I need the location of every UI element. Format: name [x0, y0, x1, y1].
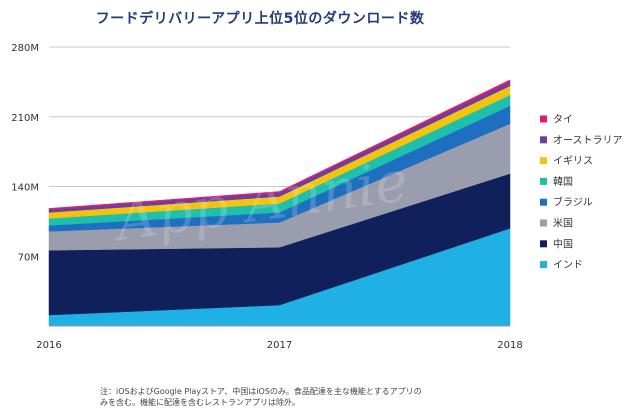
legend-swatch [540, 136, 547, 144]
legend-label: ブラジル [553, 196, 593, 209]
legend-label: 韓国 [553, 176, 573, 188]
legend-label: 米国 [553, 217, 573, 230]
area-series-7 [48, 79, 511, 210]
legend-label: イギリス [553, 155, 593, 167]
legend-swatch [540, 157, 547, 165]
x-tick-label: 2016 [36, 340, 61, 351]
x-tick-label: 2017 [267, 340, 292, 351]
legend-swatch [540, 219, 547, 227]
y-tick-label: 140M [11, 183, 39, 194]
chart-title: フードデリバリーアプリ上位5位のダウンロード数 [95, 11, 425, 27]
footnote: 注：iOSおよびGoogle Playストア、中国はiOSのみ。食品配達を主な機… [100, 386, 480, 408]
legend-swatch [540, 240, 547, 248]
legend-swatch [540, 198, 547, 206]
footnote-line-1: 注：iOSおよびGoogle Playストア、中国はiOSのみ。食品配達を主な機… [100, 387, 422, 396]
legend-label: インド [553, 260, 583, 271]
x-tick-label: 2018 [497, 340, 522, 351]
footnote-line-2: みを含む。機能に配達を含むレストランアプリは除外。 [100, 398, 300, 407]
legend-label: 中国 [553, 237, 573, 250]
legend-swatch [540, 177, 547, 185]
legend-swatch [540, 261, 547, 269]
y-tick-label: 70M [18, 252, 39, 263]
legend-label: オーストラリア [553, 134, 623, 146]
y-tick-label: 210M [11, 113, 39, 124]
legend-swatch [540, 115, 547, 123]
legend-label: タイ [553, 114, 573, 126]
y-tick-label: 280M [11, 43, 39, 54]
